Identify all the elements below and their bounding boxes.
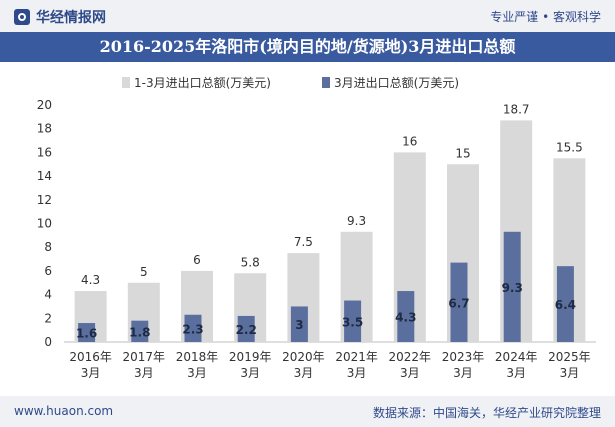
data-label-march-5: 3 [295,318,303,332]
x-tick-label-4: 2019年 3月 [229,350,272,380]
x-tick-label-5: 2020年 3月 [282,350,325,380]
y-tick-label: 18 [37,122,52,136]
bar-march-7 [397,291,415,342]
brand-name: 华经情报网 [36,10,106,26]
legend-label-1: 1-3月进出口总额(万美元) [134,76,271,90]
data-label-march-6: 3.5 [342,315,363,329]
y-tick-label: 10 [37,217,52,231]
x-tick-label-8: 2023年 3月 [442,350,485,380]
chart-title: 2016-2025年洛阳市(境内目的地/货源地)3月进出口总额 [99,37,516,56]
bar-march-8 [450,262,468,342]
legend-swatch-2 [322,77,330,88]
data-source: 数据来源：中国海关，华经产业研究院整理 [372,406,601,420]
legend-label-2: 3月进出口总额(万美元) [334,76,459,90]
data-label-march-1: 1.6 [76,327,97,341]
bar-march-2 [131,320,149,342]
data-label-total-6: 9.3 [347,214,366,228]
title-bar: 2016-2025年洛阳市(境内目的地/货源地)3月进出口总额 [0,32,615,62]
y-tick-label: 12 [37,193,52,207]
legend-swatch-1 [122,77,130,88]
x-tick-label-7: 2022年 3月 [389,350,432,380]
data-label-march-2: 1.8 [129,325,150,339]
y-tick-label: 14 [37,169,52,183]
data-label-total-8: 15 [455,146,470,160]
bar-march-3 [184,314,202,342]
bar-march-4 [237,315,255,342]
data-label-total-10: 15.5 [556,140,583,154]
x-tick-label-10: 2025年 3月 [548,350,591,380]
data-label-march-9: 9.3 [502,281,523,295]
data-label-march-10: 6.4 [555,298,576,312]
bar-march-1 [78,323,96,342]
y-tick-label: 4 [44,288,52,302]
y-tick-label: 6 [44,264,52,278]
header-bar: 华经情报网 专业严谨 • 客观科学 [0,0,615,32]
data-label-march-3: 2.3 [182,322,203,336]
data-label-total-7: 16 [402,134,417,148]
x-tick-label-6: 2021年 3月 [335,350,378,380]
brand-logo-icon [14,9,30,25]
bar-march-9 [503,231,521,342]
data-label-total-4: 5.8 [241,255,260,269]
data-label-total-1: 4.3 [81,273,100,287]
y-tick-label: 2 [44,311,52,325]
bar-march-5 [290,306,308,342]
y-tick-label: 20 [37,98,52,112]
x-tick-label-1: 2016年 3月 [69,350,112,380]
site-url: www.huaon.com [14,404,114,418]
y-tick-label: 8 [44,240,52,254]
bar-chart: 1-3月进出口总额(万美元) 3月进出口总额(万美元) 0 2 4 6 8 10 12 14 16 1… [37,76,596,380]
x-tick-label-9: 2024年 3月 [495,350,538,380]
x-tick-label-2: 2017年 3月 [123,350,166,380]
y-tick-label: 0 [44,335,52,349]
data-label-march-7: 4.3 [395,311,416,325]
data-label-march-8: 6.7 [448,296,469,310]
x-tick-label-3: 2018年 3月 [176,350,219,380]
data-label-total-3: 6 [193,253,201,267]
data-label-total-2: 5 [140,265,148,279]
footer-bar: www.huaon.com 数据来源：中国海关，华经产业研究院整理 [0,396,615,427]
slogan: 专业严谨 • 客观科学 [490,10,601,24]
data-label-march-4: 2.2 [236,323,257,337]
data-label-total-9: 18.7 [503,102,530,116]
bar-march-6 [344,300,362,342]
data-label-total-5: 7.5 [294,235,313,249]
y-tick-label: 16 [37,145,52,159]
bar-march-10 [556,266,574,342]
brand: 华经情报网 [14,7,106,27]
